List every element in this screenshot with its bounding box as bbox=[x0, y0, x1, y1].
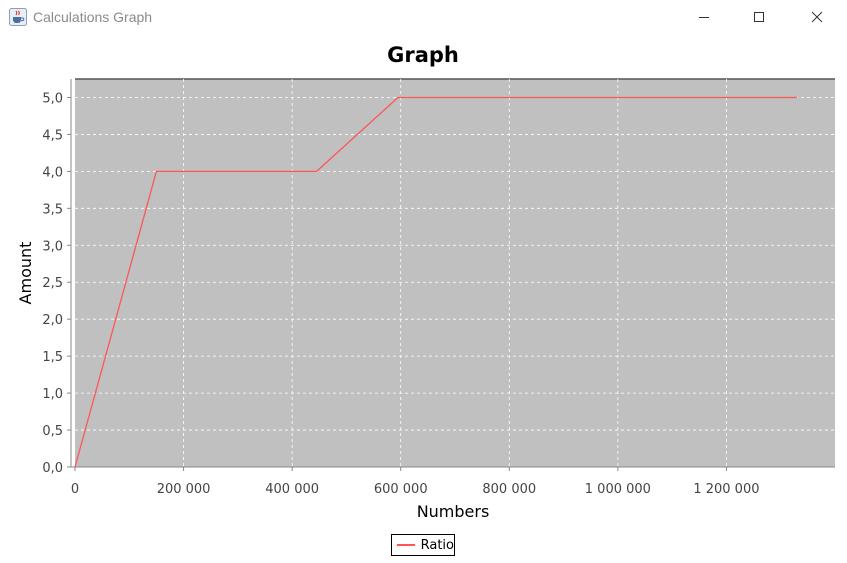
y-tick-label: 3,5 bbox=[42, 202, 63, 217]
y-tick-label: 3,0 bbox=[42, 239, 63, 254]
window-titlebar: Calculations Graph bbox=[0, 0, 847, 35]
x-tick-label: 0 bbox=[71, 482, 79, 497]
x-tick-label: 1 200 000 bbox=[693, 482, 759, 497]
y-tick-label: 5,0 bbox=[42, 91, 63, 106]
maximize-button[interactable] bbox=[736, 0, 782, 34]
maximize-icon bbox=[754, 12, 764, 22]
axes bbox=[70, 79, 835, 468]
x-tick-label: 600 000 bbox=[374, 482, 428, 497]
tick-labels: 0,0 0,5 1,0 1,5 2,0 2,5 3,0 3,5 4,0 4,5 5,0 0 200 00… bbox=[42, 91, 759, 497]
legend-label-ratio: Ratio bbox=[420, 537, 454, 553]
y-tick-label: 2,0 bbox=[42, 313, 63, 328]
close-icon bbox=[811, 11, 823, 23]
x-axis-label: Numbers bbox=[417, 502, 490, 521]
x-tick-label: 800 000 bbox=[482, 482, 536, 497]
y-tick-label: 0,5 bbox=[42, 424, 63, 439]
y-tick-label: 1,0 bbox=[42, 387, 63, 402]
x-tick-label: 1 000 000 bbox=[585, 482, 651, 497]
minimize-button[interactable] bbox=[681, 0, 727, 34]
y-tick-label: 0,0 bbox=[42, 461, 63, 476]
x-tick-label: 400 000 bbox=[265, 482, 319, 497]
chart-title: Graph bbox=[387, 43, 459, 67]
y-axis-label: Amount bbox=[16, 242, 35, 305]
y-tick-label: 4,5 bbox=[42, 128, 63, 143]
chart-panel: Graph 0,0 0,5 1,0 1,5 2,0 2,5 3,0 3,5 4,0 4,5 5,0 0… bbox=[0, 35, 847, 559]
window-title: Calculations Graph bbox=[33, 9, 153, 25]
minimize-icon bbox=[699, 17, 709, 18]
x-tick-label: 200 000 bbox=[157, 482, 211, 497]
plot-area bbox=[75, 79, 835, 467]
legend: Ratio bbox=[391, 534, 455, 556]
line-chart: Graph 0,00,51,01,52,02,53,03,54,04,55,00… bbox=[16, 43, 835, 521]
close-button[interactable] bbox=[794, 0, 840, 34]
java-cup-icon bbox=[9, 8, 27, 26]
series-line-ratio bbox=[74, 96, 797, 468]
y-tick-label: 2,5 bbox=[42, 276, 63, 291]
series-lines bbox=[74, 96, 797, 468]
y-tick-label: 1,5 bbox=[42, 350, 63, 365]
y-tick-label: 4,0 bbox=[42, 165, 63, 180]
legend-swatch-ratio bbox=[397, 544, 415, 546]
